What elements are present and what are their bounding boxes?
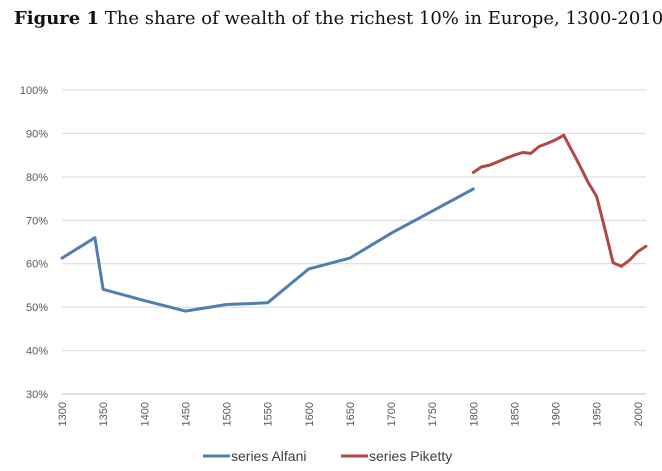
figure-title-text: The share of wealth of the richest 10% i… — [104, 8, 662, 29]
x-tick-label: 1300 — [57, 402, 69, 426]
y-tick-label: 70% — [26, 215, 48, 227]
x-tick-label: 1700 — [386, 402, 398, 426]
y-tick-label: 40% — [26, 346, 48, 358]
x-tick-label: 1800 — [468, 402, 480, 426]
x-tick-label: 1850 — [509, 402, 521, 426]
x-tick-label: 1750 — [427, 402, 439, 426]
legend-label: series Piketty — [369, 448, 452, 464]
y-tick-label: 50% — [26, 302, 48, 314]
y-tick-label: 90% — [26, 128, 48, 140]
x-tick-label: 1900 — [551, 402, 563, 426]
y-axis-ticks: 30% 40% 50% 60% 70% 80% 90% 100% — [20, 85, 48, 401]
legend-label: series Alfani — [231, 448, 306, 464]
x-tick-label: 1550 — [263, 402, 275, 426]
chart-title: Figure 1 The share of wealth of the rich… — [14, 8, 662, 29]
series-line-alfani — [60, 187, 475, 313]
x-axis-ticks: 1300 1350 1400 1450 1500 1550 1600 1650 1700 1750… — [57, 402, 645, 426]
gridlines — [62, 89, 646, 395]
x-tick-label: 1500 — [222, 402, 234, 426]
x-tick-label: 2000 — [633, 402, 645, 426]
x-tick-label: 1600 — [304, 402, 316, 426]
x-tick-label: 1400 — [139, 402, 151, 426]
legend: series Alfani series Piketty — [203, 448, 452, 464]
x-tick-label: 1650 — [345, 402, 357, 426]
y-tick-label: 80% — [26, 172, 48, 184]
y-tick-label: 100% — [20, 85, 48, 97]
x-tick-label: 1450 — [180, 402, 192, 426]
y-tick-label: 30% — [26, 389, 48, 401]
series-lines — [60, 133, 648, 313]
series-line-piketty — [471, 133, 648, 268]
figure-label: Figure 1 — [14, 8, 100, 29]
x-tick-label: 1950 — [592, 402, 604, 426]
x-tick-label: 1350 — [98, 402, 110, 426]
y-tick-label: 60% — [26, 259, 48, 271]
